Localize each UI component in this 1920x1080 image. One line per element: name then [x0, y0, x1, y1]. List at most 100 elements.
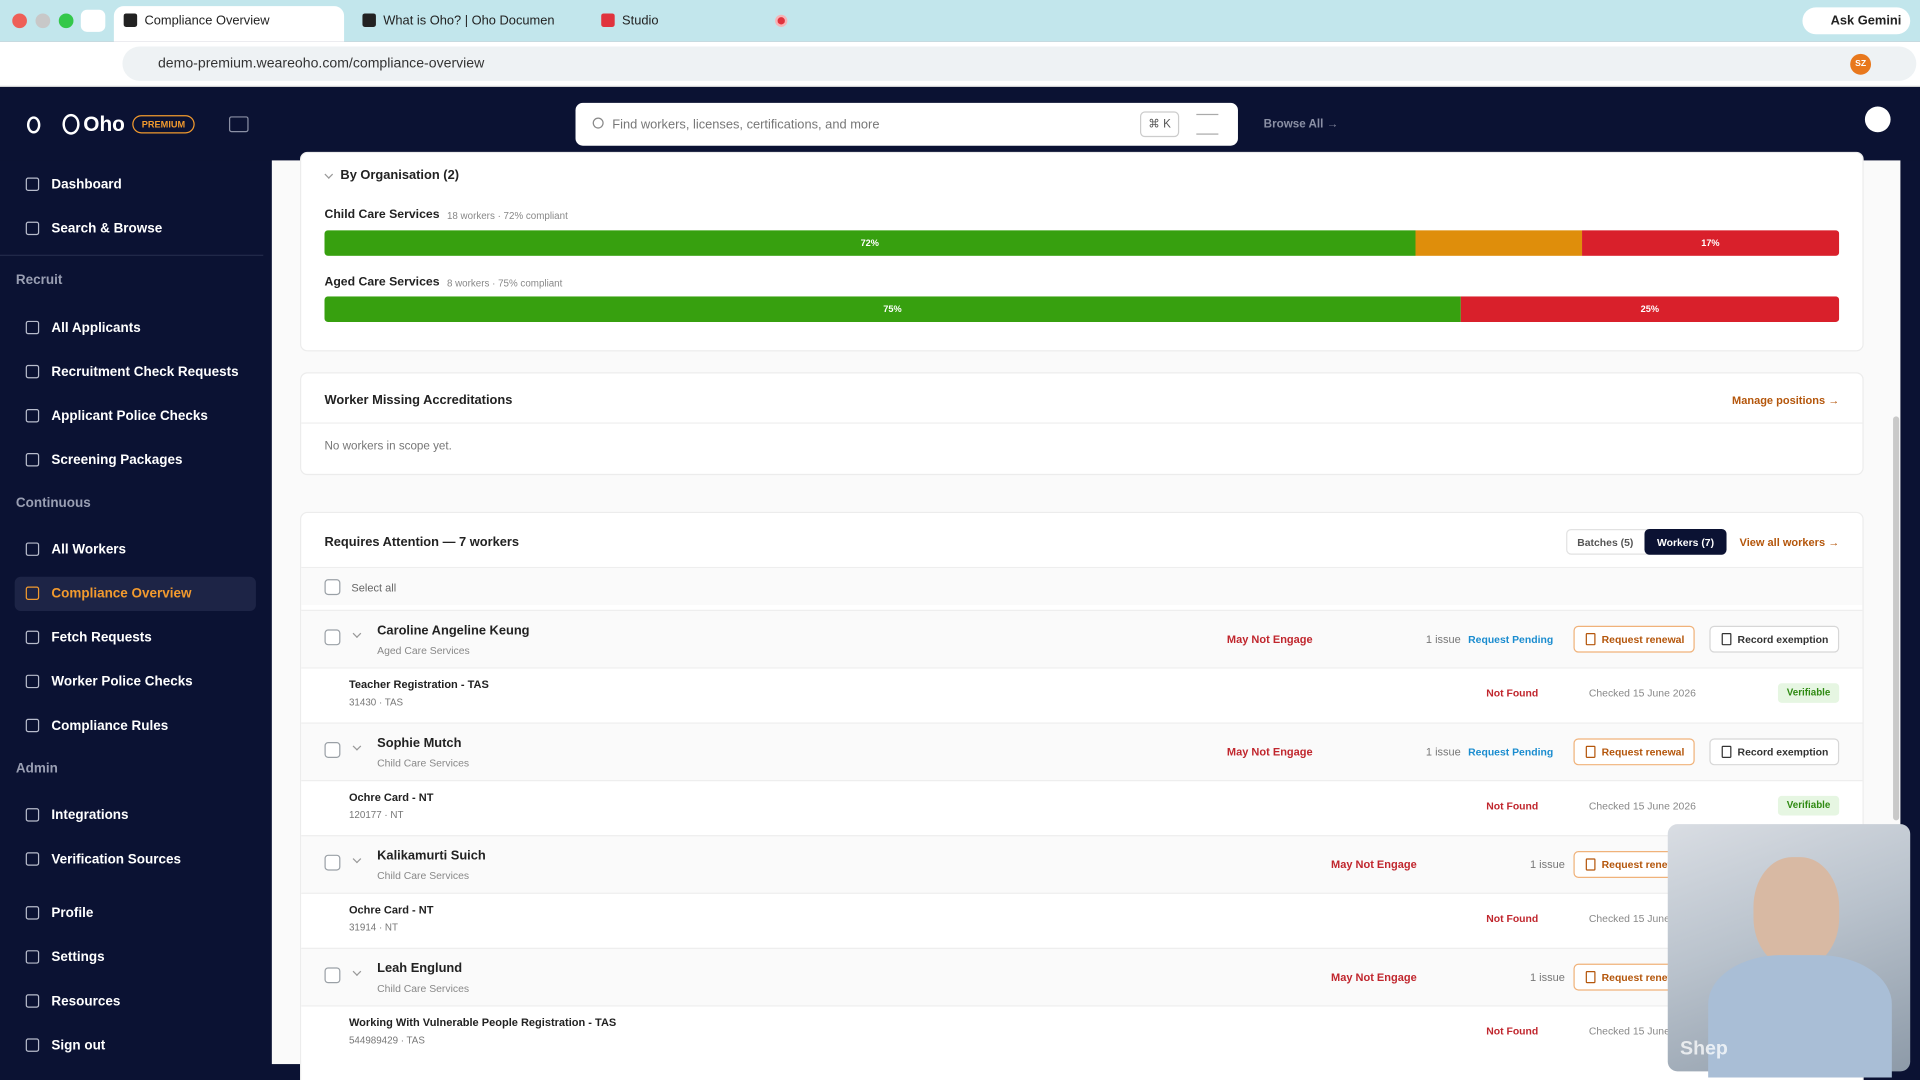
organisation-name: Aged Care Services — [324, 275, 440, 289]
tab-title[interactable]: Compliance Overview — [144, 13, 270, 29]
nav-item[interactable]: All Workers — [51, 542, 127, 558]
checkbox[interactable] — [324, 854, 341, 871]
nav-item[interactable]: Integrations — [51, 808, 129, 823]
check-result: Not Found — [1486, 799, 1539, 812]
scrollbar-thumb — [1893, 416, 1900, 821]
card-title: Requires Attention — 7 workers — [324, 534, 520, 550]
credential-name: Ochre Card - NT — [348, 903, 434, 916]
active-tab[interactable] — [113, 6, 345, 42]
action-label[interactable]: Request renewal — [1601, 745, 1685, 758]
search-placeholder[interactable]: Find workers, licenses, certifications, … — [612, 116, 880, 132]
nav-item[interactable]: All Applicants — [51, 320, 141, 336]
tab-search-button[interactable] — [80, 9, 106, 32]
worker-name[interactable]: Leah Englund — [377, 960, 463, 976]
bar-segment: 75% — [324, 296, 1461, 323]
nav-item[interactable]: Screening Packages — [51, 453, 183, 468]
organisation-meta: 8 workers · 75% compliant — [446, 277, 563, 289]
action-label[interactable]: Request renewal — [1601, 633, 1685, 646]
worker-status: May Not Engage — [1226, 745, 1313, 758]
action-label[interactable]: Record exemption — [1737, 633, 1829, 646]
view-all-workers-link[interactable]: View all workers → — [1739, 535, 1840, 548]
search-box[interactable] — [575, 102, 1238, 146]
window-control[interactable] — [58, 13, 74, 29]
nav-item[interactable]: Fetch Requests — [51, 630, 152, 646]
address-bar[interactable] — [122, 46, 1917, 81]
checkbox[interactable] — [324, 967, 341, 984]
organisation-name: Child Care Services — [324, 208, 440, 222]
action-button[interactable] — [1573, 625, 1695, 653]
profile-avatar[interactable] — [1850, 53, 1872, 75]
tab-title[interactable]: What is Oho? | Oho Documen — [383, 13, 555, 29]
nav-item[interactable]: Dashboard — [51, 177, 122, 193]
view-tab-label[interactable]: Workers (7) — [1656, 535, 1715, 548]
window-control[interactable] — [35, 13, 51, 29]
nav-item[interactable]: Sign out — [51, 1038, 106, 1054]
nav-icon — [25, 453, 40, 467]
notification-bell[interactable] — [1864, 106, 1891, 133]
worker-name[interactable]: Kalikamurti Suich — [377, 847, 486, 863]
worker-name[interactable]: Sophie Mutch — [377, 735, 462, 750]
window-control[interactable] — [12, 13, 27, 29]
worker-organisation: Aged Care Services — [377, 643, 470, 656]
action-label[interactable]: Request renewal — [1601, 971, 1685, 984]
sidebar-divider — [0, 254, 264, 256]
worker-status: May Not Engage — [1226, 632, 1313, 645]
filter-button[interactable] — [1196, 113, 1219, 135]
credential-meta: 120177 · NT — [348, 809, 404, 821]
tab-favicon — [362, 13, 376, 27]
action-label[interactable]: Request renewal — [1601, 858, 1685, 871]
profile-initials[interactable]: SZ — [1855, 59, 1867, 68]
check-result: Not Found — [1486, 1024, 1539, 1038]
checkbox[interactable] — [324, 579, 341, 596]
nav-item[interactable]: Search & Browse — [51, 221, 163, 237]
nav-item[interactable]: Profile — [51, 906, 94, 921]
nav-item[interactable]: Verification Sources — [51, 852, 181, 867]
nav-item[interactable]: Applicant Police Checks — [51, 408, 208, 424]
nav-item[interactable]: Settings — [51, 950, 105, 965]
active-nav-background — [14, 576, 256, 612]
search-shortcut: ⌘ K — [1148, 116, 1171, 131]
credential-row — [301, 780, 1863, 836]
ask-gemini[interactable]: Ask Gemini — [1830, 13, 1902, 29]
manage-positions-link[interactable]: Manage positions → — [1732, 393, 1840, 406]
worker-name[interactable]: Caroline Angeline Keung — [377, 622, 530, 638]
view-tab-label[interactable]: Batches (5) — [1577, 535, 1634, 548]
search-icon — [592, 117, 604, 129]
action-icon — [1721, 633, 1732, 646]
credential-meta: 544989429 · TAS — [348, 1034, 425, 1046]
nav-item[interactable]: Compliance Overview — [51, 586, 192, 602]
worker-organisation: Child Care Services — [377, 868, 470, 882]
ask-gemini-button[interactable] — [1802, 7, 1911, 35]
compliance-bar: 75% 25% — [324, 296, 1840, 323]
checkbox[interactable] — [324, 629, 341, 646]
verifiable-badge — [1777, 795, 1840, 816]
nav-icon — [25, 320, 40, 335]
credential-meta: 31430 · TAS — [348, 696, 404, 708]
credential-row — [301, 667, 1863, 723]
nav-item[interactable]: Recruitment Check Requests — [51, 364, 239, 380]
nav-item[interactable]: Compliance Rules — [51, 718, 169, 734]
nav-section-title: Recruit — [15, 273, 63, 288]
nav-section-title: Continuous — [15, 495, 91, 511]
browse-all-link[interactable]: Browse All → — [1263, 116, 1339, 131]
sidebar-toggle[interactable] — [228, 116, 249, 133]
worker-status: May Not Engage — [1331, 857, 1417, 870]
nav-icon — [25, 674, 40, 689]
action-label[interactable]: Record exemption — [1737, 745, 1829, 758]
checkbox[interactable] — [324, 742, 341, 758]
nav-icon — [25, 852, 40, 866]
section-title[interactable]: By Organisation (2) — [340, 167, 460, 183]
worker-organisation: Child Care Services — [377, 981, 470, 994]
nav-item[interactable]: Worker Police Checks — [51, 674, 193, 690]
select-all-label[interactable]: Select all — [351, 581, 397, 594]
nav-item[interactable]: Resources — [51, 994, 121, 1009]
issue-count: 1 issue — [1529, 970, 1565, 983]
view-tab[interactable] — [1644, 528, 1727, 555]
tab-title[interactable]: Studio — [622, 13, 659, 29]
action-button[interactable] — [1573, 738, 1695, 766]
url[interactable]: demo-premium.weareoho.com/compliance-ove… — [157, 56, 485, 72]
nav-icon — [25, 586, 40, 600]
verifiable-badge-text: Verifiable — [1786, 799, 1831, 811]
